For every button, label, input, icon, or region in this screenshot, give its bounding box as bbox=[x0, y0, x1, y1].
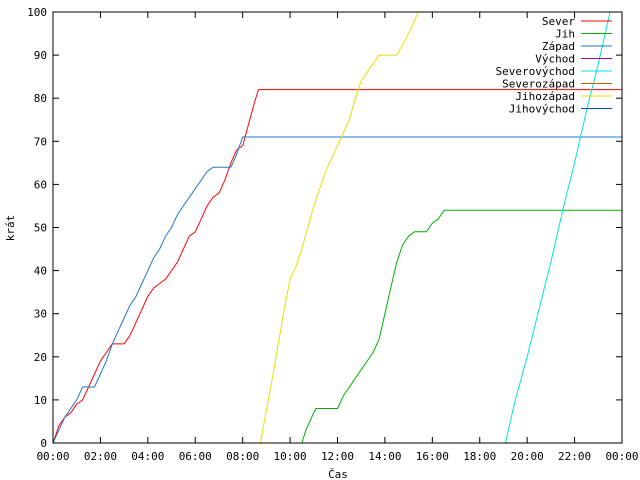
y-tick-label: 10 bbox=[34, 394, 47, 407]
y-tick-label: 0 bbox=[40, 437, 47, 450]
x-tick-label: 02:00 bbox=[84, 450, 117, 463]
legend-label: Východ bbox=[535, 53, 575, 66]
x-tick-label: 06:00 bbox=[179, 450, 212, 463]
x-tick-label: 08:00 bbox=[226, 450, 259, 463]
x-tick-label: 00:00 bbox=[36, 450, 69, 463]
legend-label: Jihovýchod bbox=[509, 103, 575, 116]
legend-label: Jihozápad bbox=[515, 90, 575, 103]
x-tick-label: 18:00 bbox=[463, 450, 496, 463]
y-tick-label: 30 bbox=[34, 308, 47, 321]
x-tick-label: 16:00 bbox=[416, 450, 449, 463]
x-tick-label: 22:00 bbox=[558, 450, 591, 463]
x-tick-label: 12:00 bbox=[321, 450, 354, 463]
y-tick-label: 60 bbox=[34, 178, 47, 191]
x-tick-label: 10:00 bbox=[274, 450, 307, 463]
legend-label: Jih bbox=[555, 28, 575, 41]
x-tick-label: 14:00 bbox=[368, 450, 401, 463]
x-tick-label: 04:00 bbox=[131, 450, 164, 463]
series-line-7 bbox=[259, 12, 419, 443]
legend-label: Severozápad bbox=[502, 78, 575, 91]
series-line-1 bbox=[53, 89, 622, 443]
legend: SeverJihZápadVýchodSeverovýchodSeverozáp… bbox=[496, 15, 612, 116]
y-tick-label: 40 bbox=[34, 265, 47, 278]
axes: 0 10 20 30 40 50 60 70 80 90 100 00:00 02:00 04:00 06:… bbox=[27, 6, 638, 463]
x-tick-label: 20:00 bbox=[511, 450, 544, 463]
y-tick-label: 100 bbox=[27, 6, 47, 19]
series-line-2 bbox=[301, 209, 622, 443]
y-tick-label: 90 bbox=[34, 49, 47, 62]
x-axis-label: Čas bbox=[328, 468, 348, 480]
series-line-5 bbox=[504, 12, 611, 443]
series-line-3 bbox=[53, 136, 622, 443]
y-axis-label: krát bbox=[4, 215, 17, 242]
y-tick-label: 20 bbox=[34, 351, 47, 364]
series-layer bbox=[53, 12, 622, 443]
y-tick-label: 50 bbox=[34, 222, 47, 235]
legend-label: Západ bbox=[542, 40, 575, 53]
y-tick-label: 70 bbox=[34, 135, 47, 148]
legend-label: Severovýchod bbox=[496, 65, 575, 78]
legend-label: Sever bbox=[542, 15, 575, 28]
x-tick-label: 00:00 bbox=[605, 450, 638, 463]
y-tick-label: 80 bbox=[34, 92, 47, 105]
